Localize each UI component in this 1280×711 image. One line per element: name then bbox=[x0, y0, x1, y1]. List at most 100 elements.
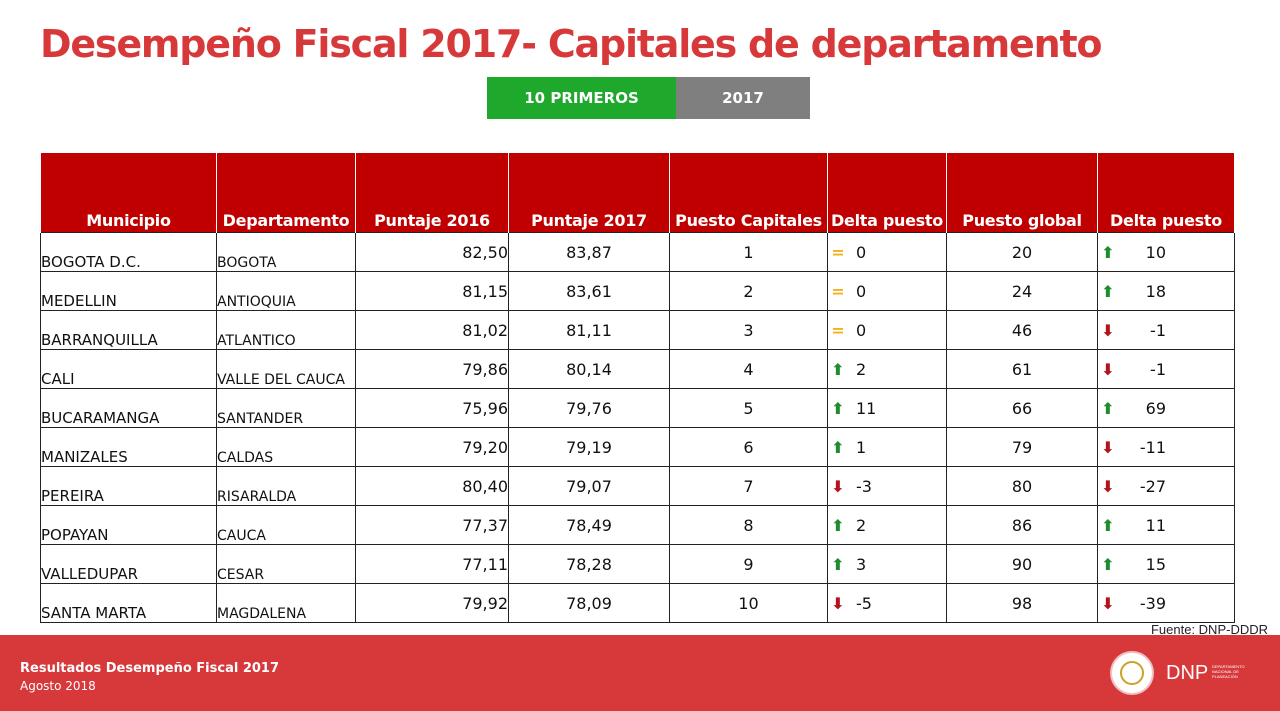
cell-puesto-capitales: 2 bbox=[669, 271, 828, 311]
delta-value: 11 bbox=[1145, 515, 1166, 535]
cell-puesto-global: 98 bbox=[946, 583, 1098, 623]
arrow-up-icon: ⬆ bbox=[831, 437, 845, 457]
cell-puntaje-2016: 79,86 bbox=[355, 349, 509, 389]
cell-municipio: POPAYAN bbox=[40, 505, 217, 545]
cell-municipio: MEDELLIN bbox=[40, 271, 217, 311]
arrow-up-icon: ⬆ bbox=[831, 398, 845, 418]
cell-puesto-global: 46 bbox=[946, 310, 1098, 350]
cell-departamento: CAUCA bbox=[216, 505, 356, 545]
cell-delta-puesto-global: ⬇ -1 bbox=[1097, 310, 1235, 350]
cell-puntaje-2016: 80,40 bbox=[355, 466, 509, 506]
cell-puntaje-2017: 79,19 bbox=[508, 427, 670, 467]
cell-puesto-capitales: 8 bbox=[669, 505, 828, 545]
cell-puesto-capitales: 1 bbox=[669, 232, 828, 272]
cell-municipio: BOGOTA D.C. bbox=[40, 232, 217, 272]
cell-delta-puesto-capitales: ⬆ 3 bbox=[827, 544, 947, 584]
delta-value: 15 bbox=[1145, 554, 1166, 574]
header-puesto-global: Puesto global bbox=[946, 153, 1098, 233]
table-row: MANIZALES CALDAS 79,20 79,19 6 ⬆ 1 79 ⬇ -11 bbox=[40, 427, 1235, 467]
cell-departamento: SANTANDER bbox=[216, 388, 356, 428]
cell-puntaje-2017: 83,87 bbox=[508, 232, 670, 272]
cell-puntaje-2016: 79,20 bbox=[355, 427, 509, 467]
cell-puesto-capitales: 6 bbox=[669, 427, 828, 467]
arrow-down-icon: ⬇ bbox=[1101, 476, 1115, 496]
cell-puesto-global: 20 bbox=[946, 232, 1098, 272]
cell-puntaje-2016: 79,92 bbox=[355, 583, 509, 623]
cell-municipio: VALLEDUPAR bbox=[40, 544, 217, 584]
cell-delta-puesto-capitales: ⬆ 1 bbox=[827, 427, 947, 467]
cell-puntaje-2017: 81,11 bbox=[508, 310, 670, 350]
arrow-up-icon: ⬆ bbox=[1101, 242, 1115, 262]
ranking-table: Municipio Departamento Puntaje 2016 Punt… bbox=[40, 153, 1235, 623]
cell-puesto-capitales: 9 bbox=[669, 544, 828, 584]
table-row: POPAYAN CAUCA 77,37 78,49 8 ⬆ 2 86 ⬆ 11 bbox=[40, 505, 1235, 545]
cell-puesto-capitales: 5 bbox=[669, 388, 828, 428]
table-header-row: Municipio Departamento Puntaje 2016 Punt… bbox=[40, 153, 1235, 233]
cell-delta-puesto-capitales: ⬆ 2 bbox=[827, 349, 947, 389]
delta-value: 1 bbox=[856, 437, 867, 457]
tab-year[interactable]: 2017 bbox=[676, 77, 810, 119]
header-puesto-capitales: Puesto Capitales bbox=[669, 153, 828, 233]
cell-delta-puesto-capitales: = 0 bbox=[827, 232, 947, 272]
cell-delta-puesto-global: ⬆ 69 bbox=[1097, 388, 1235, 428]
filter-tabs: 10 PRIMEROS 2017 bbox=[487, 77, 810, 119]
cell-delta-puesto-capitales: ⬆ 11 bbox=[827, 388, 947, 428]
cell-delta-puesto-capitales: ⬇ -3 bbox=[827, 466, 947, 506]
cell-puesto-global: 66 bbox=[946, 388, 1098, 428]
equal-icon: = bbox=[831, 242, 845, 262]
cell-puesto-global: 80 bbox=[946, 466, 1098, 506]
dnp-logo-subtitle: DEPARTAMENTO NACIONAL DE PLANEACIÓN bbox=[1212, 664, 1245, 679]
delta-value: -11 bbox=[1139, 437, 1166, 457]
cell-departamento: BOGOTA bbox=[216, 232, 356, 272]
cell-puesto-global: 61 bbox=[946, 349, 1098, 389]
cell-puntaje-2016: 77,37 bbox=[355, 505, 509, 545]
page-title: Desempeño Fiscal 2017- Capitales de depa… bbox=[40, 22, 1103, 66]
cell-delta-puesto-global: ⬆ 18 bbox=[1097, 271, 1235, 311]
arrow-up-icon: ⬆ bbox=[1101, 554, 1115, 574]
cell-puntaje-2017: 80,14 bbox=[508, 349, 670, 389]
dnp-logo: DNP bbox=[1166, 662, 1209, 684]
table-row: SANTA MARTA MAGDALENA 79,92 78,09 10 ⬇ -5 98 ⬇ -3… bbox=[40, 583, 1235, 623]
arrow-down-icon: ⬇ bbox=[1101, 437, 1115, 457]
delta-value: -1 bbox=[1150, 359, 1166, 379]
cell-puesto-capitales: 10 bbox=[669, 583, 828, 623]
cell-delta-puesto-global: ⬆ 11 bbox=[1097, 505, 1235, 545]
cell-municipio: SANTA MARTA bbox=[40, 583, 217, 623]
cell-puesto-global: 24 bbox=[946, 271, 1098, 311]
delta-value: -1 bbox=[1150, 320, 1166, 340]
footer-title: Resultados Desempeño Fiscal 2017 bbox=[20, 661, 280, 676]
cell-departamento: ATLANTICO bbox=[216, 310, 356, 350]
header-municipio: Municipio bbox=[40, 153, 217, 233]
tab-top-ten[interactable]: 10 PRIMEROS bbox=[487, 77, 676, 119]
cell-puntaje-2016: 82,50 bbox=[355, 232, 509, 272]
delta-value: -5 bbox=[856, 593, 872, 613]
table-row: MEDELLIN ANTIOQUIA 81,15 83,61 2 = 0 24 ⬆ 18 bbox=[40, 271, 1235, 311]
footer-date: Agosto 2018 bbox=[20, 679, 96, 693]
header-puntaje-2017: Puntaje 2017 bbox=[508, 153, 670, 233]
delta-value: -3 bbox=[856, 476, 872, 496]
cell-puntaje-2017: 78,28 bbox=[508, 544, 670, 584]
arrow-up-icon: ⬆ bbox=[831, 359, 845, 379]
delta-value: 18 bbox=[1145, 281, 1166, 301]
cell-puesto-global: 79 bbox=[946, 427, 1098, 467]
delta-value: 69 bbox=[1145, 398, 1166, 418]
arrow-down-icon: ⬇ bbox=[831, 593, 845, 613]
cell-puntaje-2016: 77,11 bbox=[355, 544, 509, 584]
delta-value: 2 bbox=[856, 359, 867, 379]
header-delta-puesto-global: Delta puesto bbox=[1097, 153, 1235, 233]
delta-value: 0 bbox=[856, 242, 867, 262]
cell-puesto-capitales: 4 bbox=[669, 349, 828, 389]
cell-puntaje-2016: 81,15 bbox=[355, 271, 509, 311]
cell-delta-puesto-global: ⬆ 10 bbox=[1097, 232, 1235, 272]
cell-puesto-global: 86 bbox=[946, 505, 1098, 545]
arrow-up-icon: ⬆ bbox=[831, 554, 845, 574]
cell-departamento: RISARALDA bbox=[216, 466, 356, 506]
cell-puesto-capitales: 7 bbox=[669, 466, 828, 506]
cell-departamento: VALLE DEL CAUCA bbox=[216, 349, 356, 389]
source-note: Fuente: DNP-DDDR bbox=[1150, 622, 1268, 637]
header-departamento: Departamento bbox=[216, 153, 356, 233]
header-delta-puesto-capitales: Delta puesto bbox=[827, 153, 947, 233]
cell-delta-puesto-global: ⬆ 15 bbox=[1097, 544, 1235, 584]
cell-departamento: CESAR bbox=[216, 544, 356, 584]
cell-puntaje-2017: 79,07 bbox=[508, 466, 670, 506]
